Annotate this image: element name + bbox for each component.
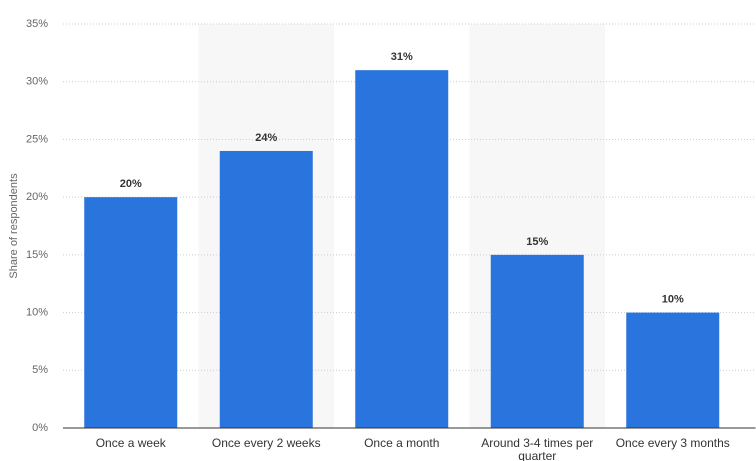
- y-tick-label: 30%: [26, 76, 48, 88]
- y-tick-label: 10%: [26, 306, 48, 318]
- x-tick-label: Once every 3 months: [615, 436, 730, 450]
- y-tick-label: 0%: [32, 422, 48, 434]
- bar: [219, 150, 313, 428]
- x-tick-label: Once a week: [95, 436, 166, 450]
- y-axis-label: Share of respondents: [8, 173, 20, 279]
- bar: [355, 70, 449, 429]
- y-tick-label: 25%: [26, 133, 48, 145]
- bar: [490, 254, 584, 428]
- x-tick-label: Around 3-4 times per quarter: [481, 436, 594, 461]
- data-label: 10%: [662, 293, 684, 305]
- y-tick-label: 35%: [26, 18, 48, 30]
- data-label: 15%: [526, 236, 548, 248]
- bar: [84, 197, 178, 428]
- data-label: 20%: [120, 178, 142, 190]
- x-tick-label: Once every 2 weeks: [211, 436, 321, 450]
- data-label: 31%: [391, 51, 413, 63]
- bar: [626, 312, 720, 428]
- y-tick-label: 15%: [26, 249, 48, 261]
- x-tick-label: Once a month: [364, 436, 440, 450]
- data-label: 24%: [255, 132, 277, 144]
- y-tick-label: 5%: [32, 364, 48, 376]
- y-tick-label: 20%: [26, 191, 48, 203]
